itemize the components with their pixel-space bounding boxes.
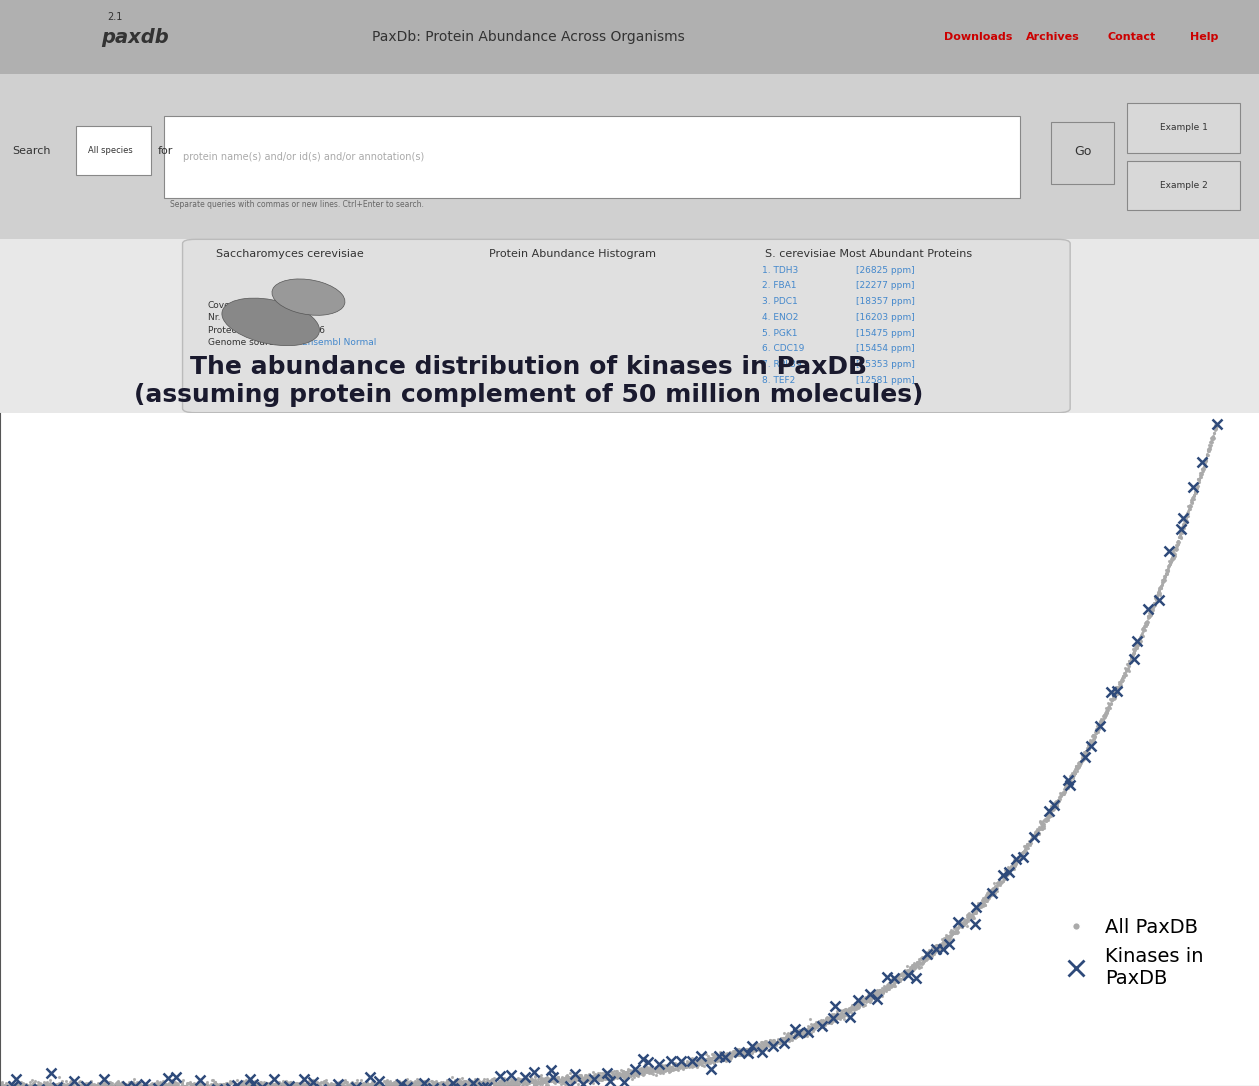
FancyBboxPatch shape bbox=[164, 115, 1020, 198]
Text: Saccharomyces cerevisiae: Saccharomyces cerevisiae bbox=[215, 249, 364, 258]
Bar bbox=[618, 958, 630, 994]
Text: [15353 ppm]: [15353 ppm] bbox=[856, 359, 915, 369]
Text: S. cerevisiae Most Abundant Proteins: S. cerevisiae Most Abundant Proteins bbox=[765, 249, 972, 258]
X-axis label: protein abundance (ppm): protein abundance (ppm) bbox=[533, 1012, 613, 1016]
Bar bbox=[641, 982, 652, 994]
Text: 1. TDH3: 1. TDH3 bbox=[762, 266, 798, 275]
Bar bbox=[494, 989, 505, 994]
Text: 3. PDC1: 3. PDC1 bbox=[762, 298, 797, 306]
Text: 8. TEF2: 8. TEF2 bbox=[762, 376, 794, 384]
Bar bbox=[562, 867, 573, 994]
Text: Contact: Contact bbox=[1108, 33, 1156, 42]
Text: 2.1: 2.1 bbox=[107, 12, 122, 22]
Bar bbox=[471, 993, 482, 994]
FancyBboxPatch shape bbox=[1127, 161, 1240, 211]
Text: protein name(s) and/or id(s) and/or annotation(s): protein name(s) and/or id(s) and/or anno… bbox=[183, 152, 424, 162]
Bar bbox=[573, 876, 584, 994]
Text: Coverage:: Coverage: bbox=[208, 301, 254, 310]
Bar bbox=[0, 74, 1259, 239]
Text: [16203 ppm]: [16203 ppm] bbox=[856, 313, 915, 321]
Bar bbox=[584, 897, 596, 994]
Bar bbox=[652, 987, 663, 994]
Text: Ensembl Normal: Ensembl Normal bbox=[302, 338, 376, 348]
Title: The abundance distribution of kinases in PaxDB
(assuming protein complement of 5: The abundance distribution of kinases in… bbox=[135, 355, 923, 406]
Bar bbox=[596, 919, 607, 994]
Text: Go: Go bbox=[1074, 146, 1092, 159]
Text: Downloads: Downloads bbox=[944, 33, 1012, 42]
Bar bbox=[539, 948, 550, 994]
Bar bbox=[528, 970, 539, 994]
Text: paxdb: paxdb bbox=[101, 27, 169, 47]
Text: [26825 ppm]: [26825 ppm] bbox=[856, 266, 915, 275]
Text: 6: 6 bbox=[302, 313, 308, 323]
Text: Genome source:: Genome source: bbox=[208, 338, 282, 348]
Text: [12581 ppm]: [12581 ppm] bbox=[856, 376, 915, 384]
Text: [18357 ppm]: [18357 ppm] bbox=[856, 298, 915, 306]
Text: [15475 ppm]: [15475 ppm] bbox=[856, 329, 915, 338]
Text: 4. ENO2: 4. ENO2 bbox=[762, 313, 798, 321]
Text: Example 2: Example 2 bbox=[1160, 181, 1207, 190]
Text: [22277 ppm]: [22277 ppm] bbox=[856, 281, 914, 290]
FancyBboxPatch shape bbox=[1051, 122, 1114, 184]
Bar bbox=[482, 992, 494, 994]
FancyBboxPatch shape bbox=[1127, 103, 1240, 153]
Bar bbox=[0, 0, 1259, 74]
FancyBboxPatch shape bbox=[76, 126, 151, 175]
Legend: All PaxDB, Kinases in
PaxDB: All PaxDB, Kinases in PaxDB bbox=[1049, 910, 1211, 996]
Bar bbox=[516, 982, 528, 994]
Text: 75%: 75% bbox=[302, 301, 322, 310]
Bar bbox=[505, 986, 516, 994]
Text: PaxDb: Protein Abundance Across Organisms: PaxDb: Protein Abundance Across Organism… bbox=[373, 30, 685, 45]
Text: 6696: 6696 bbox=[302, 326, 325, 334]
Text: Help: Help bbox=[1190, 33, 1219, 42]
Text: 7. RPL39: 7. RPL39 bbox=[762, 359, 801, 369]
Text: Example 1: Example 1 bbox=[1160, 124, 1207, 132]
Text: 6. CDC19: 6. CDC19 bbox=[762, 344, 805, 353]
Text: 5. PGK1: 5. PGK1 bbox=[762, 329, 797, 338]
Bar bbox=[607, 939, 618, 994]
Text: Proteome size:: Proteome size: bbox=[208, 326, 274, 334]
Bar bbox=[630, 973, 641, 994]
Ellipse shape bbox=[272, 279, 345, 315]
Text: Archives: Archives bbox=[1026, 33, 1080, 42]
Text: All species: All species bbox=[88, 147, 133, 155]
Bar bbox=[550, 909, 562, 994]
Text: Search: Search bbox=[13, 146, 52, 155]
Bar bbox=[663, 992, 675, 994]
Text: Separate queries with commas or new lines. Ctrl+Enter to search.: Separate queries with commas or new line… bbox=[170, 200, 424, 209]
Text: 2. FBA1: 2. FBA1 bbox=[762, 281, 796, 290]
Ellipse shape bbox=[222, 298, 320, 345]
Text: for: for bbox=[157, 146, 172, 155]
Text: Protein Abundance Histogram: Protein Abundance Histogram bbox=[490, 249, 656, 258]
Text: [15454 ppm]: [15454 ppm] bbox=[856, 344, 915, 353]
FancyBboxPatch shape bbox=[183, 239, 1070, 413]
Text: Nr. of datasets:: Nr. of datasets: bbox=[208, 313, 277, 323]
